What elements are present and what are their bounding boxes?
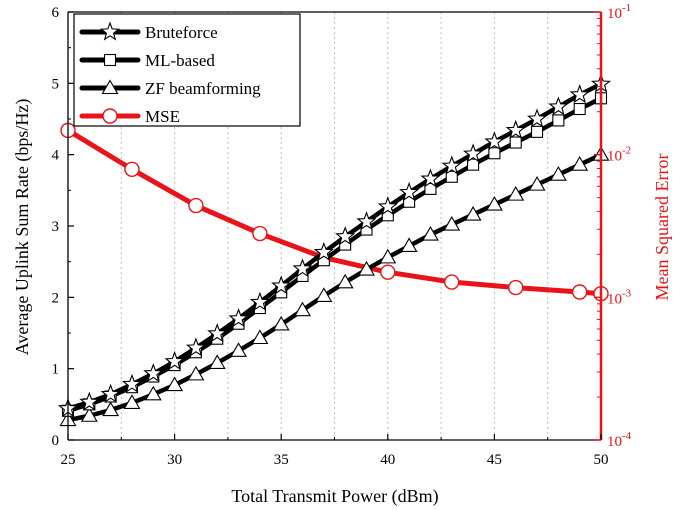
y-tick-label: 4 [52,148,60,164]
y-tick-label: 2 [52,290,60,306]
circle-marker [253,227,267,241]
circle-marker [445,275,459,289]
square-marker [574,104,585,115]
circle-marker [103,109,117,123]
x-axis-title: Total Transmit Power (dBm) [231,486,438,507]
legend-label: Bruteforce [145,23,218,42]
legend-label: ML-based [145,51,215,70]
x-tick-label: 45 [487,452,502,468]
y-tick-label: 5 [52,76,60,92]
x-tick-label: 35 [274,452,289,468]
y-tick-label: 6 [52,5,60,21]
x-tick-label: 25 [61,452,76,468]
square-marker [105,55,116,66]
circle-marker [509,281,523,295]
right-tick-label: 10-1 [607,2,631,22]
right-tick-label: 10-4 [607,430,632,450]
square-marker [510,137,521,148]
right-axis-title: Mean Squared Error [652,154,672,301]
y-tick-label: 3 [52,219,60,235]
circle-marker [381,265,395,279]
legend-label: MSE [145,107,180,126]
x-tick-label: 30 [167,452,182,468]
legend: Bruteforce ML-based ZF beamforming MSE [74,14,300,126]
right-tick-label: 10-3 [607,287,632,307]
circle-marker [125,162,139,176]
square-marker [532,126,543,137]
legend-label: ZF beamforming [145,79,261,98]
y-tick-label: 1 [52,362,60,378]
y-axis-title: Average Uplink Sum Rate (bps/Hz) [12,99,33,356]
y-tick-label: 0 [52,433,60,449]
circle-marker [189,199,203,213]
square-marker [489,148,500,159]
circle-marker [573,285,587,299]
x-tick-label: 50 [594,452,609,468]
right-tick-label: 10-2 [607,145,631,165]
x-tick-label: 40 [380,452,395,468]
square-marker [553,115,564,126]
